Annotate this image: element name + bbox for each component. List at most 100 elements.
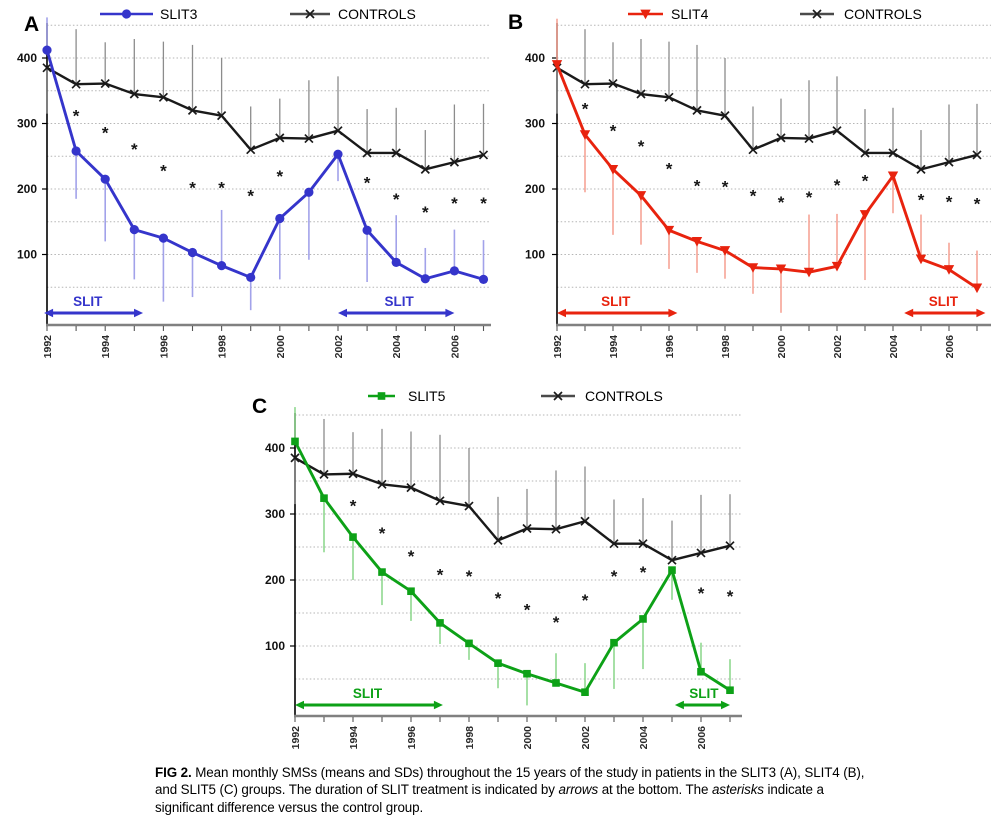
panel-c-svg: 100 200 300 400 1992 1994 1996 1998 2000 2002 2004… bbox=[252, 388, 742, 750]
slit3-error-bars bbox=[46, 17, 485, 311]
significance-asterisk: * bbox=[379, 524, 386, 543]
slit-arrow-label: SLIT bbox=[384, 294, 414, 309]
slit-duration-arrow: SLIT bbox=[338, 294, 455, 318]
significance-asterisk: * bbox=[102, 124, 109, 143]
controls-error-bars bbox=[294, 418, 731, 561]
y-tick-label: 300 bbox=[265, 507, 285, 521]
slit-arrow-label: SLIT bbox=[929, 294, 959, 309]
controls-line bbox=[46, 66, 484, 171]
caption-segment: asterisks bbox=[711, 782, 764, 798]
significance-asterisk: * bbox=[495, 589, 502, 608]
legend-slit4: SLIT4 bbox=[628, 6, 709, 22]
x-tick-label: 1992 bbox=[290, 726, 302, 750]
significance-asterisk: * bbox=[408, 547, 415, 566]
significance-asterisk: * bbox=[638, 137, 645, 156]
slit-duration-arrow: SLIT bbox=[44, 294, 144, 318]
y-tick-label: 100 bbox=[265, 639, 285, 653]
panel-a-svg: 100 200 300 400 1992 1994 1996 1998 2000 2002 2004… bbox=[17, 6, 491, 359]
figure-caption: FIG 2. Mean monthly SMSs (means and SDs)… bbox=[155, 764, 869, 816]
significance-asterisk: * bbox=[806, 188, 813, 207]
legend-slit3: SLIT3 bbox=[100, 6, 198, 22]
y-tick-label: 400 bbox=[525, 51, 545, 65]
significance-asterisk: * bbox=[131, 140, 138, 159]
panel-a-gridlines bbox=[47, 24, 491, 288]
controls-error-bars bbox=[556, 29, 978, 170]
x-tick-label: 1998 bbox=[464, 726, 476, 750]
panel-letter-a: A bbox=[24, 13, 39, 36]
x-tick-label: 2002 bbox=[832, 335, 844, 359]
controls-line bbox=[556, 66, 978, 171]
x-tick-label: 1994 bbox=[100, 335, 112, 359]
y-tick-label: 400 bbox=[17, 51, 37, 65]
panel-b-y-axis: 100 200 300 400 bbox=[525, 23, 558, 325]
slit-arrow-label: SLIT bbox=[73, 294, 103, 309]
significance-asterisk: * bbox=[722, 177, 729, 196]
caption-segment: Mean monthly SMSs (means and SDs) throug… bbox=[155, 765, 865, 798]
legend-label: CONTROLS bbox=[338, 6, 416, 22]
slit3-markers bbox=[42, 45, 489, 284]
significance-asterisk: * bbox=[640, 563, 647, 582]
legend-controls: CONTROLS bbox=[290, 6, 416, 22]
slit-arrow-label: SLIT bbox=[601, 294, 631, 309]
significance-asterisk: * bbox=[610, 122, 617, 141]
x-tick-label: 1994 bbox=[348, 726, 360, 750]
panel-b-gridlines bbox=[557, 24, 991, 288]
x-tick-label: 2004 bbox=[638, 726, 650, 750]
legend-label: CONTROLS bbox=[844, 6, 922, 22]
panel-a-y-axis: 100 200 300 400 bbox=[17, 23, 48, 325]
significance-asterisk: * bbox=[778, 193, 785, 212]
slit-arrow-label: SLIT bbox=[353, 686, 383, 701]
significance-asterisk: * bbox=[437, 566, 444, 585]
x-tick-label: 1998 bbox=[720, 335, 732, 359]
panel-a-x-axis: 1992 1994 1996 1998 2000 2002 2004 2006 bbox=[42, 323, 491, 359]
significance-asterisk: * bbox=[750, 187, 757, 206]
panel-b-chart: 100 200 300 400 1992 1994 1996 1998 2000 2002 2004… bbox=[500, 0, 1000, 380]
significance-asterisk: * bbox=[364, 173, 371, 192]
x-tick-label: 2002 bbox=[333, 335, 345, 359]
x-tick-label: 1992 bbox=[552, 335, 564, 359]
caption-segment: at the bottom. The bbox=[598, 782, 712, 798]
slit4-markers bbox=[551, 60, 983, 294]
slit-duration-arrow: SLIT bbox=[557, 294, 678, 318]
significance-asterisk: * bbox=[350, 496, 357, 515]
caption-segment: arrows bbox=[558, 782, 599, 798]
legend-label: CONTROLS bbox=[585, 388, 663, 404]
significance-asterisk: * bbox=[918, 190, 925, 209]
significance-asterisk: * bbox=[451, 194, 458, 213]
significance-asterisk: * bbox=[393, 190, 400, 209]
legend-slit5: SLIT5 bbox=[368, 388, 446, 404]
significance-asterisk: * bbox=[666, 160, 673, 179]
legend-label: SLIT4 bbox=[671, 6, 709, 22]
legend-label: SLIT3 bbox=[160, 6, 198, 22]
significance-asterisk: * bbox=[974, 194, 981, 213]
x-tick-label: 1996 bbox=[158, 335, 170, 359]
significance-asterisk: * bbox=[422, 203, 429, 222]
controls-markers bbox=[42, 63, 489, 174]
significance-asterisk: * bbox=[466, 567, 473, 586]
x-tick-label: 1994 bbox=[608, 335, 620, 359]
y-tick-label: 200 bbox=[265, 573, 285, 587]
y-tick-label: 400 bbox=[265, 441, 285, 455]
significance-asterisk: * bbox=[834, 176, 841, 195]
y-tick-label: 200 bbox=[17, 182, 37, 196]
y-tick-label: 100 bbox=[525, 248, 545, 262]
significance-asterisk: * bbox=[727, 587, 734, 606]
significance-asterisk: * bbox=[582, 591, 589, 610]
y-tick-label: 100 bbox=[17, 248, 37, 262]
slit5-error-bars bbox=[294, 407, 731, 706]
panel-c-y-axis: 100 200 300 400 bbox=[265, 413, 296, 716]
controls-markers bbox=[552, 63, 982, 174]
controls-line bbox=[294, 456, 731, 562]
slit4-error-bars bbox=[556, 18, 978, 313]
slit5-markers bbox=[291, 437, 734, 696]
x-tick-label: 1992 bbox=[42, 335, 54, 359]
y-tick-label: 200 bbox=[525, 182, 545, 196]
x-tick-label: 2004 bbox=[391, 335, 403, 359]
panel-letter-c: C bbox=[252, 395, 267, 418]
panel-b-svg: 100 200 300 400 1992 1994 1996 1998 2000 2002 2004… bbox=[508, 6, 991, 359]
panel-c-x-axis: 1992 1994 1996 1998 2000 2002 2004 2006 bbox=[290, 714, 742, 750]
significance-asterisk: * bbox=[480, 194, 487, 213]
controls-error-bars bbox=[46, 29, 485, 170]
significance-asterisk: * bbox=[247, 187, 254, 206]
panel-c-chart: 100 200 300 400 1992 1994 1996 1998 2000 2002 2004… bbox=[228, 380, 768, 764]
